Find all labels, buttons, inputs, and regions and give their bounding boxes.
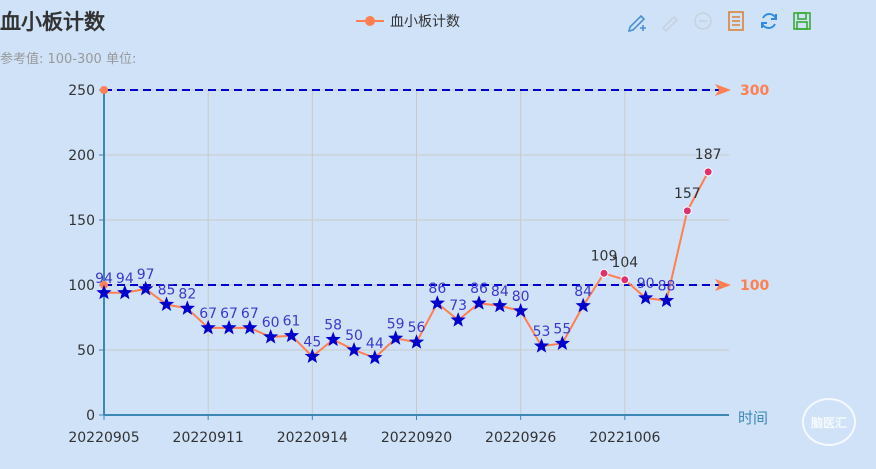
data-label: 44 bbox=[366, 336, 384, 352]
y-tick-label: 150 bbox=[68, 213, 95, 229]
x-tick-label: 20220905 bbox=[68, 430, 139, 446]
toolbox bbox=[624, 8, 815, 34]
save-image-icon[interactable] bbox=[789, 8, 815, 34]
data-label: 157 bbox=[674, 186, 701, 202]
data-point bbox=[117, 284, 133, 300]
data-label: 187 bbox=[695, 147, 722, 163]
x-tick-label: 20220920 bbox=[381, 430, 452, 446]
data-label: 55 bbox=[553, 322, 571, 338]
y-tick-label: 0 bbox=[86, 408, 95, 424]
data-point bbox=[554, 335, 570, 350]
data-point bbox=[513, 303, 529, 318]
watermark-logo: 脑医汇 bbox=[802, 398, 856, 446]
data-point bbox=[304, 348, 320, 363]
data-point bbox=[620, 275, 630, 285]
data-label: 109 bbox=[591, 248, 618, 264]
data-label: 85 bbox=[158, 283, 176, 299]
data-point bbox=[367, 349, 383, 365]
y-tick-label: 100 bbox=[68, 278, 95, 294]
data-label: 61 bbox=[283, 314, 301, 330]
data-label: 90 bbox=[637, 276, 655, 292]
chart-subtitle: 参考值: 100-300 单位: bbox=[0, 52, 137, 67]
data-point bbox=[533, 338, 550, 353]
data-point bbox=[450, 312, 466, 327]
data-label: 88 bbox=[658, 279, 676, 295]
restore-icon[interactable] bbox=[756, 8, 782, 34]
data-label: 50 bbox=[345, 328, 363, 344]
x-tick-label: 20221006 bbox=[589, 430, 660, 446]
reference-line-arrow bbox=[715, 279, 731, 291]
data-point bbox=[283, 327, 300, 343]
data-label: 80 bbox=[512, 289, 530, 305]
data-point bbox=[388, 330, 404, 345]
data-point bbox=[325, 331, 341, 347]
data-label: 67 bbox=[241, 306, 259, 322]
edit-data-icon[interactable] bbox=[624, 8, 650, 34]
zoom-icon[interactable] bbox=[657, 8, 683, 34]
data-point bbox=[158, 296, 175, 311]
data-point bbox=[200, 319, 216, 335]
data-point bbox=[599, 268, 609, 278]
data-label: 73 bbox=[449, 298, 467, 314]
legend-label: 血小板计数 bbox=[390, 14, 460, 30]
reference-line-label: 100 bbox=[740, 278, 769, 294]
x-tick-label: 20220926 bbox=[485, 430, 556, 446]
data-label: 59 bbox=[387, 316, 405, 332]
x-tick-label: 20220914 bbox=[277, 430, 348, 446]
y-tick-label: 50 bbox=[77, 343, 95, 359]
data-label: 67 bbox=[199, 306, 217, 322]
data-label: 84 bbox=[491, 284, 509, 300]
legend-swatch bbox=[356, 15, 384, 27]
data-label: 82 bbox=[178, 286, 196, 302]
x-tick-label: 20220911 bbox=[173, 430, 244, 446]
data-point bbox=[638, 290, 654, 305]
data-point bbox=[179, 300, 195, 315]
reference-line-start-dot bbox=[100, 86, 108, 94]
data-label: 45 bbox=[303, 335, 321, 351]
data-label: 84 bbox=[574, 284, 592, 300]
data-point bbox=[703, 167, 713, 177]
data-label: 104 bbox=[611, 255, 638, 271]
data-point bbox=[492, 297, 508, 313]
zoom-reset-icon[interactable] bbox=[690, 8, 716, 34]
data-label: 58 bbox=[324, 318, 342, 334]
data-point bbox=[408, 334, 425, 349]
reference-line-label: 300 bbox=[740, 83, 769, 99]
data-label: 60 bbox=[262, 315, 280, 331]
data-label: 53 bbox=[533, 324, 551, 340]
data-point bbox=[658, 292, 675, 308]
data-label: 56 bbox=[408, 320, 426, 336]
data-point bbox=[138, 280, 154, 296]
data-point bbox=[263, 329, 279, 344]
data-label: 86 bbox=[470, 281, 488, 297]
x-axis-title: 时间 bbox=[738, 409, 768, 427]
data-label: 94 bbox=[95, 271, 113, 287]
chart-title: 血小板计数 bbox=[0, 10, 105, 34]
data-label: 67 bbox=[220, 306, 238, 322]
data-point bbox=[682, 206, 692, 216]
data-point bbox=[575, 297, 591, 313]
data-point bbox=[471, 295, 487, 310]
data-label: 94 bbox=[116, 271, 134, 287]
data-point bbox=[96, 284, 112, 300]
legend[interactable]: 血小板计数 bbox=[356, 11, 460, 31]
data-label: 97 bbox=[137, 267, 155, 283]
data-label: 86 bbox=[428, 281, 446, 297]
y-tick-label: 200 bbox=[68, 148, 95, 164]
data-point bbox=[221, 319, 237, 335]
data-point bbox=[346, 342, 362, 357]
data-point bbox=[242, 319, 258, 335]
data-point bbox=[429, 295, 445, 310]
data-view-icon[interactable] bbox=[723, 8, 749, 34]
reference-line-arrow bbox=[715, 84, 731, 96]
y-tick-label: 250 bbox=[68, 83, 95, 99]
